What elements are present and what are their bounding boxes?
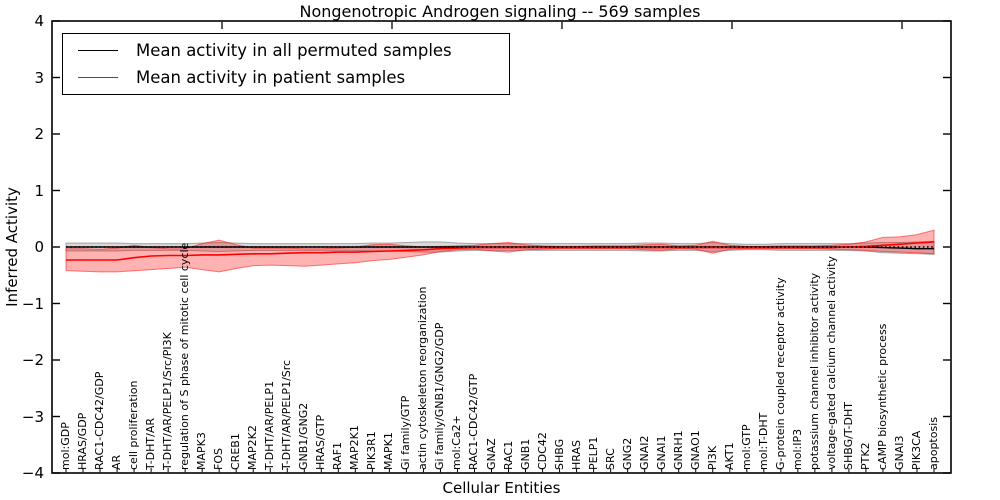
- x-axis-label: Cellular Entities: [442, 479, 561, 497]
- legend-label-permuted: Mean activity in all permuted samples: [136, 41, 452, 60]
- black-line-sample-icon: [78, 50, 118, 51]
- legend-item-permuted: Mean activity in all permuted samples: [63, 41, 509, 60]
- legend-label-patient: Mean activity in patient samples: [136, 68, 406, 87]
- legend-item-patient: Mean activity in patient samples: [63, 68, 509, 87]
- red-line-sample-icon: [78, 77, 118, 78]
- legend: Mean activity in all permuted samples Me…: [62, 33, 510, 95]
- chart-title: Nongenotropic Androgen signaling -- 569 …: [299, 2, 701, 21]
